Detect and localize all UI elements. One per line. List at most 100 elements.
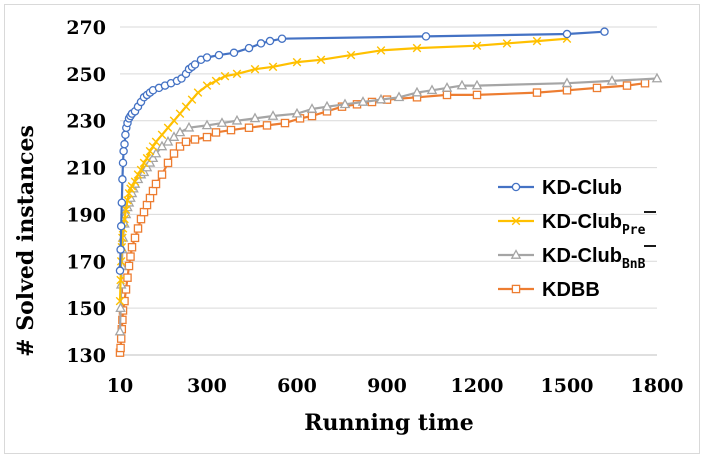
- legend-marker-2: [510, 249, 522, 259]
- series-1-point-13: [133, 170, 143, 179]
- x-axis-title: Running time: [304, 410, 473, 436]
- series-0-point-38: [421, 32, 431, 41]
- series-3-point-7: [121, 285, 131, 294]
- series-2-point-42: [471, 79, 483, 90]
- x-tick-900: 900: [367, 375, 407, 397]
- series-3-point-28: [226, 125, 236, 135]
- series-1-point-7: [121, 205, 131, 215]
- series-1-point-15: [139, 158, 149, 168]
- series-3-point-42: [532, 88, 542, 97]
- series-0-point-0: [115, 266, 125, 275]
- y-tick-150: 150: [66, 298, 106, 320]
- series-3-point-12: [130, 233, 140, 243]
- series-0-point-33: [229, 48, 239, 58]
- series-2-point-0: [114, 325, 126, 336]
- legend-item-1: KD-ClubPre: [498, 211, 656, 238]
- series-3-point-8: [123, 273, 132, 282]
- legend-marker-1: [511, 216, 521, 226]
- y-tick-190: 190: [66, 204, 106, 226]
- series-1-point-29: [220, 71, 230, 81]
- x-tick-300: 300: [187, 375, 227, 397]
- series-1-point-21: [163, 123, 173, 133]
- series-2-point-21: [156, 140, 168, 151]
- series-1-point-35: [346, 50, 356, 60]
- series-3-point-1: [116, 343, 125, 353]
- series-3-point-40: [442, 90, 452, 100]
- series-3-point-18: [148, 186, 158, 196]
- series-1-point-16: [142, 153, 152, 163]
- series-2-point-38: [411, 86, 423, 97]
- legend-item-0: KD-Club: [498, 177, 622, 199]
- series-0-point-35: [256, 39, 266, 48]
- series-2-point-34: [339, 98, 351, 109]
- series-3-point-20: [157, 170, 167, 179]
- series-1-point-27: [202, 81, 212, 90]
- series-1-point-11: [127, 182, 137, 191]
- series-3-point-22: [169, 149, 179, 158]
- legend-label-3: KDBB: [542, 279, 600, 301]
- series-2-point-45: [651, 72, 663, 83]
- legend-item-2: KD-ClubBnB: [498, 245, 656, 272]
- series-1-point-23: [175, 109, 185, 118]
- series-3-point-15: [139, 207, 149, 217]
- series-0-point-37: [277, 34, 287, 43]
- legend-subscript-2: BnB: [622, 257, 646, 272]
- x-tick-1800: 1800: [631, 375, 684, 397]
- x-tick-1500: 1500: [541, 375, 594, 397]
- series-1-point-22: [169, 116, 179, 126]
- series-0-point-7: [120, 139, 129, 149]
- series-3-point-2: [116, 334, 126, 343]
- series-group: [114, 27, 663, 357]
- series-1-point-14: [136, 165, 146, 175]
- series-2-point-30: [267, 110, 279, 120]
- series-0-point-1: [116, 245, 125, 254]
- y-tick-210: 210: [66, 158, 106, 180]
- series-1-point-36: [376, 46, 386, 55]
- series-2-point-39: [426, 84, 438, 95]
- x-tick-1200: 1200: [451, 375, 504, 397]
- series-1-point-9: [124, 189, 134, 198]
- series-3-point-9: [124, 261, 134, 271]
- legend-name-2: KD-Club: [542, 245, 622, 267]
- series-2-point-29: [249, 112, 261, 123]
- series-1-point-12: [130, 177, 140, 186]
- series-2-point-40: [441, 82, 453, 92]
- series-2-point-24: [174, 126, 186, 137]
- series-1-point-39: [502, 39, 512, 48]
- series-1-point-33: [292, 57, 302, 67]
- series-3-point-43: [562, 86, 572, 95]
- series-0: [115, 27, 609, 275]
- gridlines: [120, 26, 657, 309]
- legend-label-0: KD-Club: [542, 177, 622, 199]
- series-1-point-31: [250, 64, 260, 74]
- series-1-point-37: [412, 43, 422, 53]
- y-tick-250: 250: [66, 64, 106, 86]
- series-3-point-17: [145, 193, 155, 203]
- series-1-point-38: [472, 41, 482, 51]
- series-0-point-39: [562, 29, 572, 39]
- y-tick-230: 230: [66, 111, 106, 133]
- series-1-point-0: [115, 296, 125, 306]
- series-3-point-23: [175, 142, 185, 151]
- series-3-point-24: [181, 137, 191, 147]
- series-0-point-34: [244, 43, 254, 53]
- series-1-point-30: [232, 69, 242, 79]
- series-2-point-18: [144, 157, 156, 167]
- series-3-point-29: [244, 123, 254, 132]
- series-2-point-25: [183, 121, 195, 132]
- series-3-point-45: [622, 81, 632, 90]
- legend-item-3: KDBB: [498, 279, 600, 301]
- y-tick-170: 170: [66, 251, 106, 273]
- series-3-point-21: [163, 158, 173, 168]
- series-0-point-8: [121, 130, 130, 140]
- series-1-point-32: [268, 62, 278, 72]
- series-1-point-1: [116, 275, 125, 285]
- series-2-point-41: [456, 79, 468, 90]
- legend-marker-0: [511, 182, 521, 192]
- legend-subscript-1: Pre: [622, 223, 646, 238]
- series-1-point-20: [157, 130, 167, 140]
- series-1-point-34: [316, 55, 326, 65]
- series-2-point-28: [231, 114, 243, 125]
